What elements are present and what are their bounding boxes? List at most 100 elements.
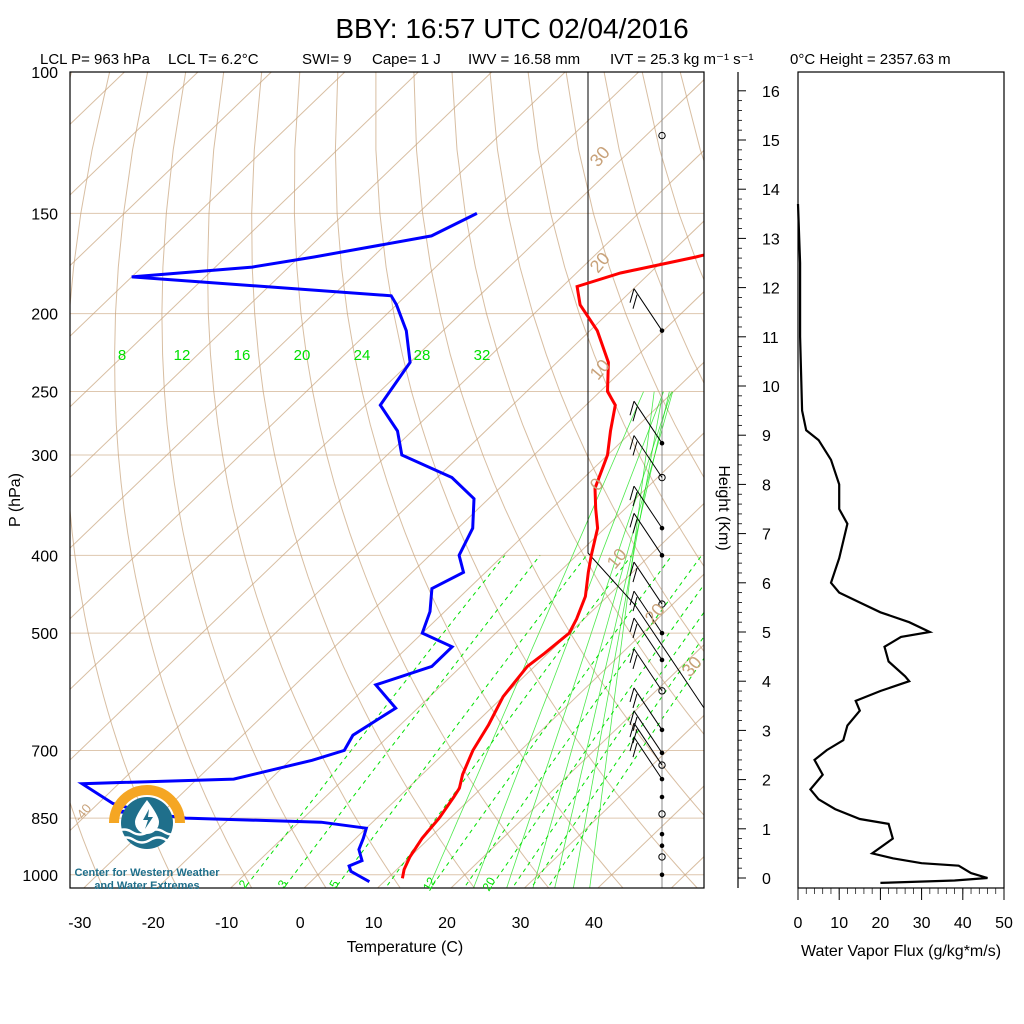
isotherm-line xyxy=(450,644,704,888)
wind-barb-flag xyxy=(629,710,635,726)
skewt-x-axis-label: Temperature (C) xyxy=(347,939,463,956)
height-tick-label: 3 xyxy=(762,723,771,740)
summary-ivt: IVT = 25.3 kg m⁻¹ s⁻¹ xyxy=(610,51,754,68)
isotherm-line xyxy=(156,361,704,888)
saturated-adiabat-line xyxy=(572,391,664,888)
mixing-ratio-label: 12 xyxy=(420,874,439,893)
height-tick-label: 13 xyxy=(762,231,780,248)
dry-adiabat-line xyxy=(413,72,704,817)
wind-barb-flag xyxy=(632,519,638,534)
mixing-ratio-line xyxy=(283,554,541,888)
wind-barb-flag xyxy=(629,435,635,450)
height-axis-label: Height (Km) xyxy=(715,465,732,550)
flux-tick-label: 0 xyxy=(794,915,803,932)
dry-adiabat-line xyxy=(375,72,698,888)
wind-barb-flag xyxy=(632,742,638,758)
cw3e-logo: Center for Western Weather and Water Ext… xyxy=(74,785,220,892)
summary-cape: Cape= 1 J xyxy=(372,51,441,68)
wind-barb-shaft xyxy=(633,710,663,754)
dry-adiabat-line xyxy=(489,72,704,653)
wind-barb-shaft xyxy=(633,722,663,766)
wind-barb-station xyxy=(658,761,666,769)
dry-adiabat-line xyxy=(871,72,1024,892)
isotherm-label: 30 xyxy=(586,142,614,170)
summary-line: LCL P= 963 hPa LCL T= 6.2°C SWI= 9 Cape=… xyxy=(40,51,951,68)
temperature-tick-label: 30 xyxy=(512,915,530,932)
wind-barbs xyxy=(629,131,666,878)
isotherm-line xyxy=(70,72,272,267)
wind-barb-flag xyxy=(629,736,635,752)
temperature-tick-label: 20 xyxy=(438,915,456,932)
pressure-tick-label: 850 xyxy=(31,811,58,828)
skewt-y-axis-label: P (hPa) xyxy=(7,473,24,527)
dry-adiabat-line xyxy=(70,72,104,888)
height-tick-label: 0 xyxy=(762,871,771,888)
pressure-tick-label: 700 xyxy=(31,743,58,760)
dry-adiabat-line xyxy=(293,72,550,888)
wind-barb-flag xyxy=(629,288,635,303)
dry-adiabat-line xyxy=(603,72,704,385)
dry-adiabat-line xyxy=(70,72,179,888)
wind-barb-flag xyxy=(629,561,635,577)
mixing-ratio-label: 8 xyxy=(118,347,126,364)
wind-barb-station xyxy=(658,810,666,818)
mixing-ratio-line xyxy=(547,657,704,888)
mixing-ratio-label: 12 xyxy=(174,347,191,364)
wind-barb-shaft xyxy=(633,736,663,780)
isotherm-label: -40 xyxy=(71,801,95,825)
saturated-adiabat-line xyxy=(473,391,664,888)
wind-barb-shaft xyxy=(633,513,663,556)
wind-barb-shaft xyxy=(633,435,663,478)
isotherm-line xyxy=(70,149,704,761)
wind-barb-shaft xyxy=(633,648,663,692)
height-tick-label: 14 xyxy=(762,182,780,199)
wind-barb-shaft xyxy=(633,561,663,605)
wind-barb-flag xyxy=(629,486,635,501)
summary-lcl-p: LCL P= 963 hPa xyxy=(40,51,151,68)
temperature-tick-labels: -30 -20 -10 0 10 20 30 40 xyxy=(68,915,603,932)
wind-barb-shaft xyxy=(633,485,663,529)
wind-barb-flag xyxy=(629,590,635,606)
mixing-ratio-labels: 8 12 16 20 24 28 322 3 5 12 20 xyxy=(118,347,499,893)
wind-barb-flag xyxy=(629,648,635,663)
saturated-adiabat-line xyxy=(532,391,674,888)
mixing-ratio-label: 16 xyxy=(234,347,251,364)
wind-barb-flag xyxy=(632,728,638,744)
height-tick-label: 4 xyxy=(762,674,771,691)
flux-tick-label: 40 xyxy=(954,915,972,932)
isotherm-line xyxy=(70,72,639,620)
logo-wave-2 xyxy=(117,836,179,844)
flux-tick-label: 10 xyxy=(830,915,848,932)
dry-adiabat-line xyxy=(756,72,1024,892)
dry-adiabat-line xyxy=(832,72,1024,892)
pressure-tick-labels: 1000 850 700 500 400 300 250 200 150 100 xyxy=(22,65,58,885)
wind-barb-station xyxy=(658,473,666,482)
dry-adiabat-line xyxy=(565,72,704,479)
temperature-tick-label: -30 xyxy=(68,915,91,932)
mixing-ratio-line xyxy=(530,635,704,888)
wind-barb-shaft xyxy=(633,288,663,331)
isotherm-line xyxy=(303,502,704,888)
pressure-tick-label: 200 xyxy=(31,307,58,324)
dry-adiabat-lines xyxy=(70,72,1024,892)
flux-x-axis-label: Water Vapor Flux (g/kg*m/s) xyxy=(801,943,1001,960)
isotherm-lines xyxy=(70,72,704,888)
isotherm-line xyxy=(597,785,704,888)
water-vapor-flux-series-line xyxy=(796,203,988,884)
summary-iwv: IWV = 16.58 mm xyxy=(468,51,580,68)
wind-barb-flag xyxy=(632,596,638,612)
wind-barb-shaft xyxy=(633,687,663,731)
wind-barb-station xyxy=(658,131,666,140)
wind-barb-flag xyxy=(632,441,638,456)
summary-swi: SWI= 9 xyxy=(302,51,352,68)
isotherm-line xyxy=(523,714,704,888)
temperature-tick-label: 10 xyxy=(365,915,383,932)
dry-adiabat-line xyxy=(641,72,704,282)
mixing-ratio-label: 24 xyxy=(354,347,371,364)
summary-freezing-height: 0°C Height = 2357.63 m xyxy=(790,51,951,68)
wind-barb-flag xyxy=(632,407,638,422)
wind-barb-flag xyxy=(632,654,638,669)
mixing-ratio-line xyxy=(511,611,704,888)
